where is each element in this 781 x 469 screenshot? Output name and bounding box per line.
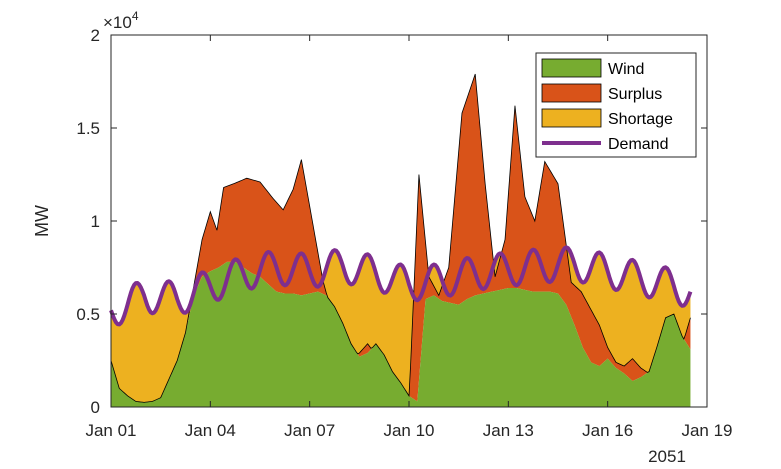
x-secondary-label: 2051	[648, 447, 686, 466]
x-tick-label: Jan 07	[284, 421, 335, 440]
y-tick-label: 0.5	[76, 305, 100, 324]
x-tick-label: Jan 16	[582, 421, 633, 440]
area-layer	[110, 73, 691, 407]
y-axis-label: MW	[32, 205, 52, 237]
demand-layer	[109, 245, 693, 327]
legend-swatch	[541, 58, 602, 78]
x-axis: Jan 01 Jan 04 Jan 07 Jan 10 Jan 13 Jan 16 Jan …	[85, 35, 733, 440]
legend-swatch	[541, 83, 602, 103]
y-exponent-label: ×104	[103, 9, 139, 32]
shortage-area	[111, 74, 691, 403]
y-tick-label: 2	[91, 26, 100, 45]
x-tick-label: Jan 10	[383, 421, 434, 440]
legend-swatch	[541, 108, 602, 128]
legend-label: Shortage	[608, 111, 673, 128]
demand-line	[109, 245, 693, 327]
y-tick-label: 0	[91, 398, 100, 417]
y-exponent-power: 4	[132, 9, 139, 23]
legend-label: Wind	[608, 61, 644, 78]
x-tick-label: Jan 19	[681, 421, 732, 440]
y-axis: 0 0.5 1 1.5 2	[76, 26, 707, 417]
surplus-area	[111, 74, 691, 403]
legend-label: Demand	[608, 136, 668, 153]
y-tick-label: 1.5	[76, 119, 100, 138]
wind-area	[111, 261, 691, 407]
legend: Wind Surplus Shortage Demand	[535, 52, 697, 158]
x-tick-label: Jan 13	[483, 421, 534, 440]
x-tick-label: Jan 01	[85, 421, 136, 440]
x-tick-label: Jan 04	[185, 421, 236, 440]
legend-label: Surplus	[608, 86, 662, 103]
y-tick-label: 1	[91, 212, 100, 231]
supply-outline	[110, 73, 691, 403]
